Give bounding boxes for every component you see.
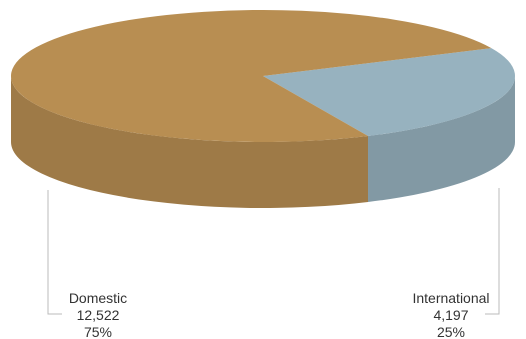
- slice-percent-international: 25%: [437, 324, 465, 339]
- slice-side-domestic: [11, 76, 369, 209]
- slice-percent-domestic: 75%: [84, 324, 112, 339]
- slice-top-international: [263, 48, 515, 136]
- leader-line-domestic: [47, 190, 62, 315]
- slice-label-international: International 4,197 25%: [412, 290, 489, 339]
- pie-sides: [11, 76, 515, 209]
- leader-line-international: [485, 188, 500, 315]
- slice-name-international: International: [412, 290, 489, 306]
- pie-tops: [11, 10, 515, 143]
- slice-label-domestic: Domestic 12,522 75%: [69, 290, 127, 339]
- slice-value-domestic: 12,522: [77, 307, 120, 323]
- slice-value-international: 4,197: [433, 307, 468, 323]
- slice-name-domestic: Domestic: [69, 290, 127, 306]
- leader-lines: [47, 188, 500, 315]
- slice-side-international: [368, 76, 515, 202]
- slice-top-domestic: [11, 10, 492, 143]
